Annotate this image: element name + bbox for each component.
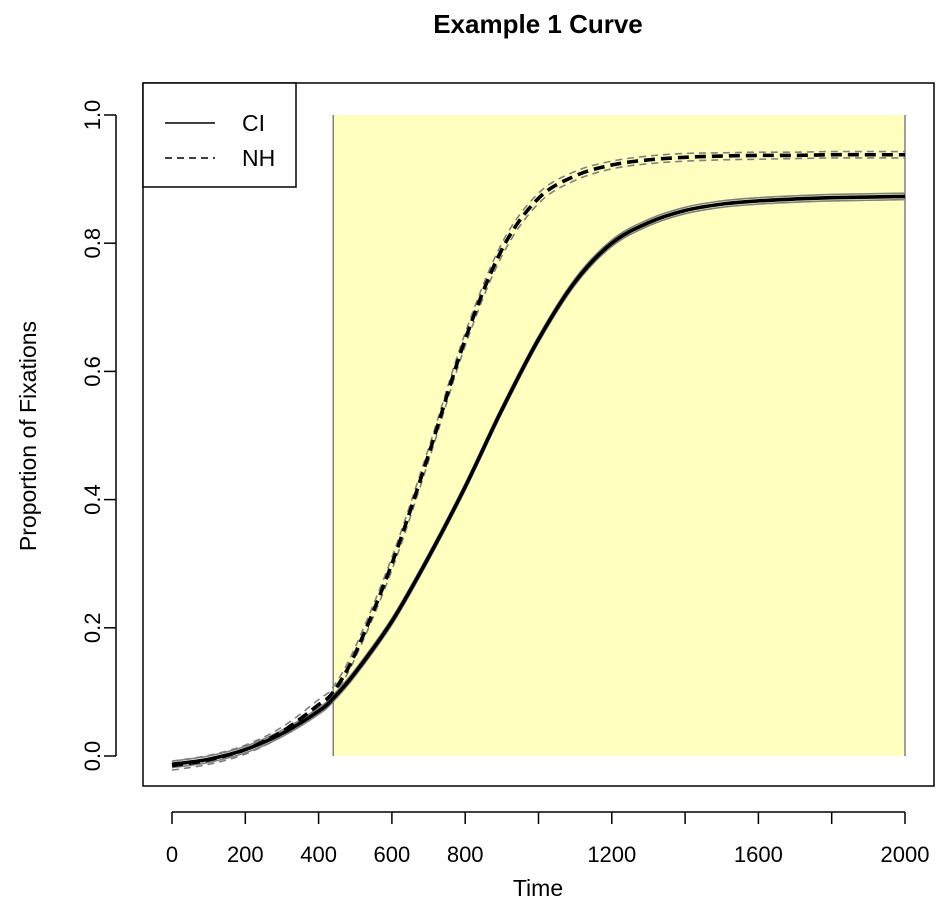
- x-tick-label: 800: [447, 842, 484, 867]
- chart-title: Example 1 Curve: [433, 9, 643, 39]
- x-tick-label: 2000: [881, 842, 930, 867]
- series-nh-lower-bound: [171, 157, 905, 771]
- y-tick-label: 0.4: [80, 484, 105, 515]
- x-tick-label: 600: [374, 842, 411, 867]
- y-axis-label: Proportion of Fixations: [15, 321, 41, 551]
- y-tick-label: 0.8: [80, 228, 105, 259]
- legend-box: [142, 82, 297, 188]
- legend-nh-label: NH: [242, 145, 275, 171]
- x-tick-label: 200: [227, 842, 264, 867]
- y-tick-label: 0.2: [80, 613, 105, 644]
- series-ci-line: [171, 194, 906, 767]
- x-tick-label: 400: [300, 842, 337, 867]
- y-tick-label: 1.0: [80, 100, 105, 131]
- x-tick-label: 0: [166, 842, 178, 867]
- y-tick-label: 0.6: [80, 356, 105, 387]
- highlight-region: [333, 115, 905, 756]
- plot-layer: 0 200 400 600 800 1200 1600 2000 0.0 0.2 0.4 0.6 0.8…: [80, 82, 935, 867]
- y-tick-label: 0.0: [80, 741, 105, 772]
- series-nh-line: [171, 152, 905, 768]
- x-tick-label: 1200: [587, 842, 636, 867]
- plot-frame: [142, 82, 935, 787]
- legend: CI NH: [142, 82, 297, 188]
- x-tick-label: 1600: [734, 842, 783, 867]
- x-axis-label: Time: [513, 875, 563, 901]
- legend-ci-label: CI: [242, 110, 265, 136]
